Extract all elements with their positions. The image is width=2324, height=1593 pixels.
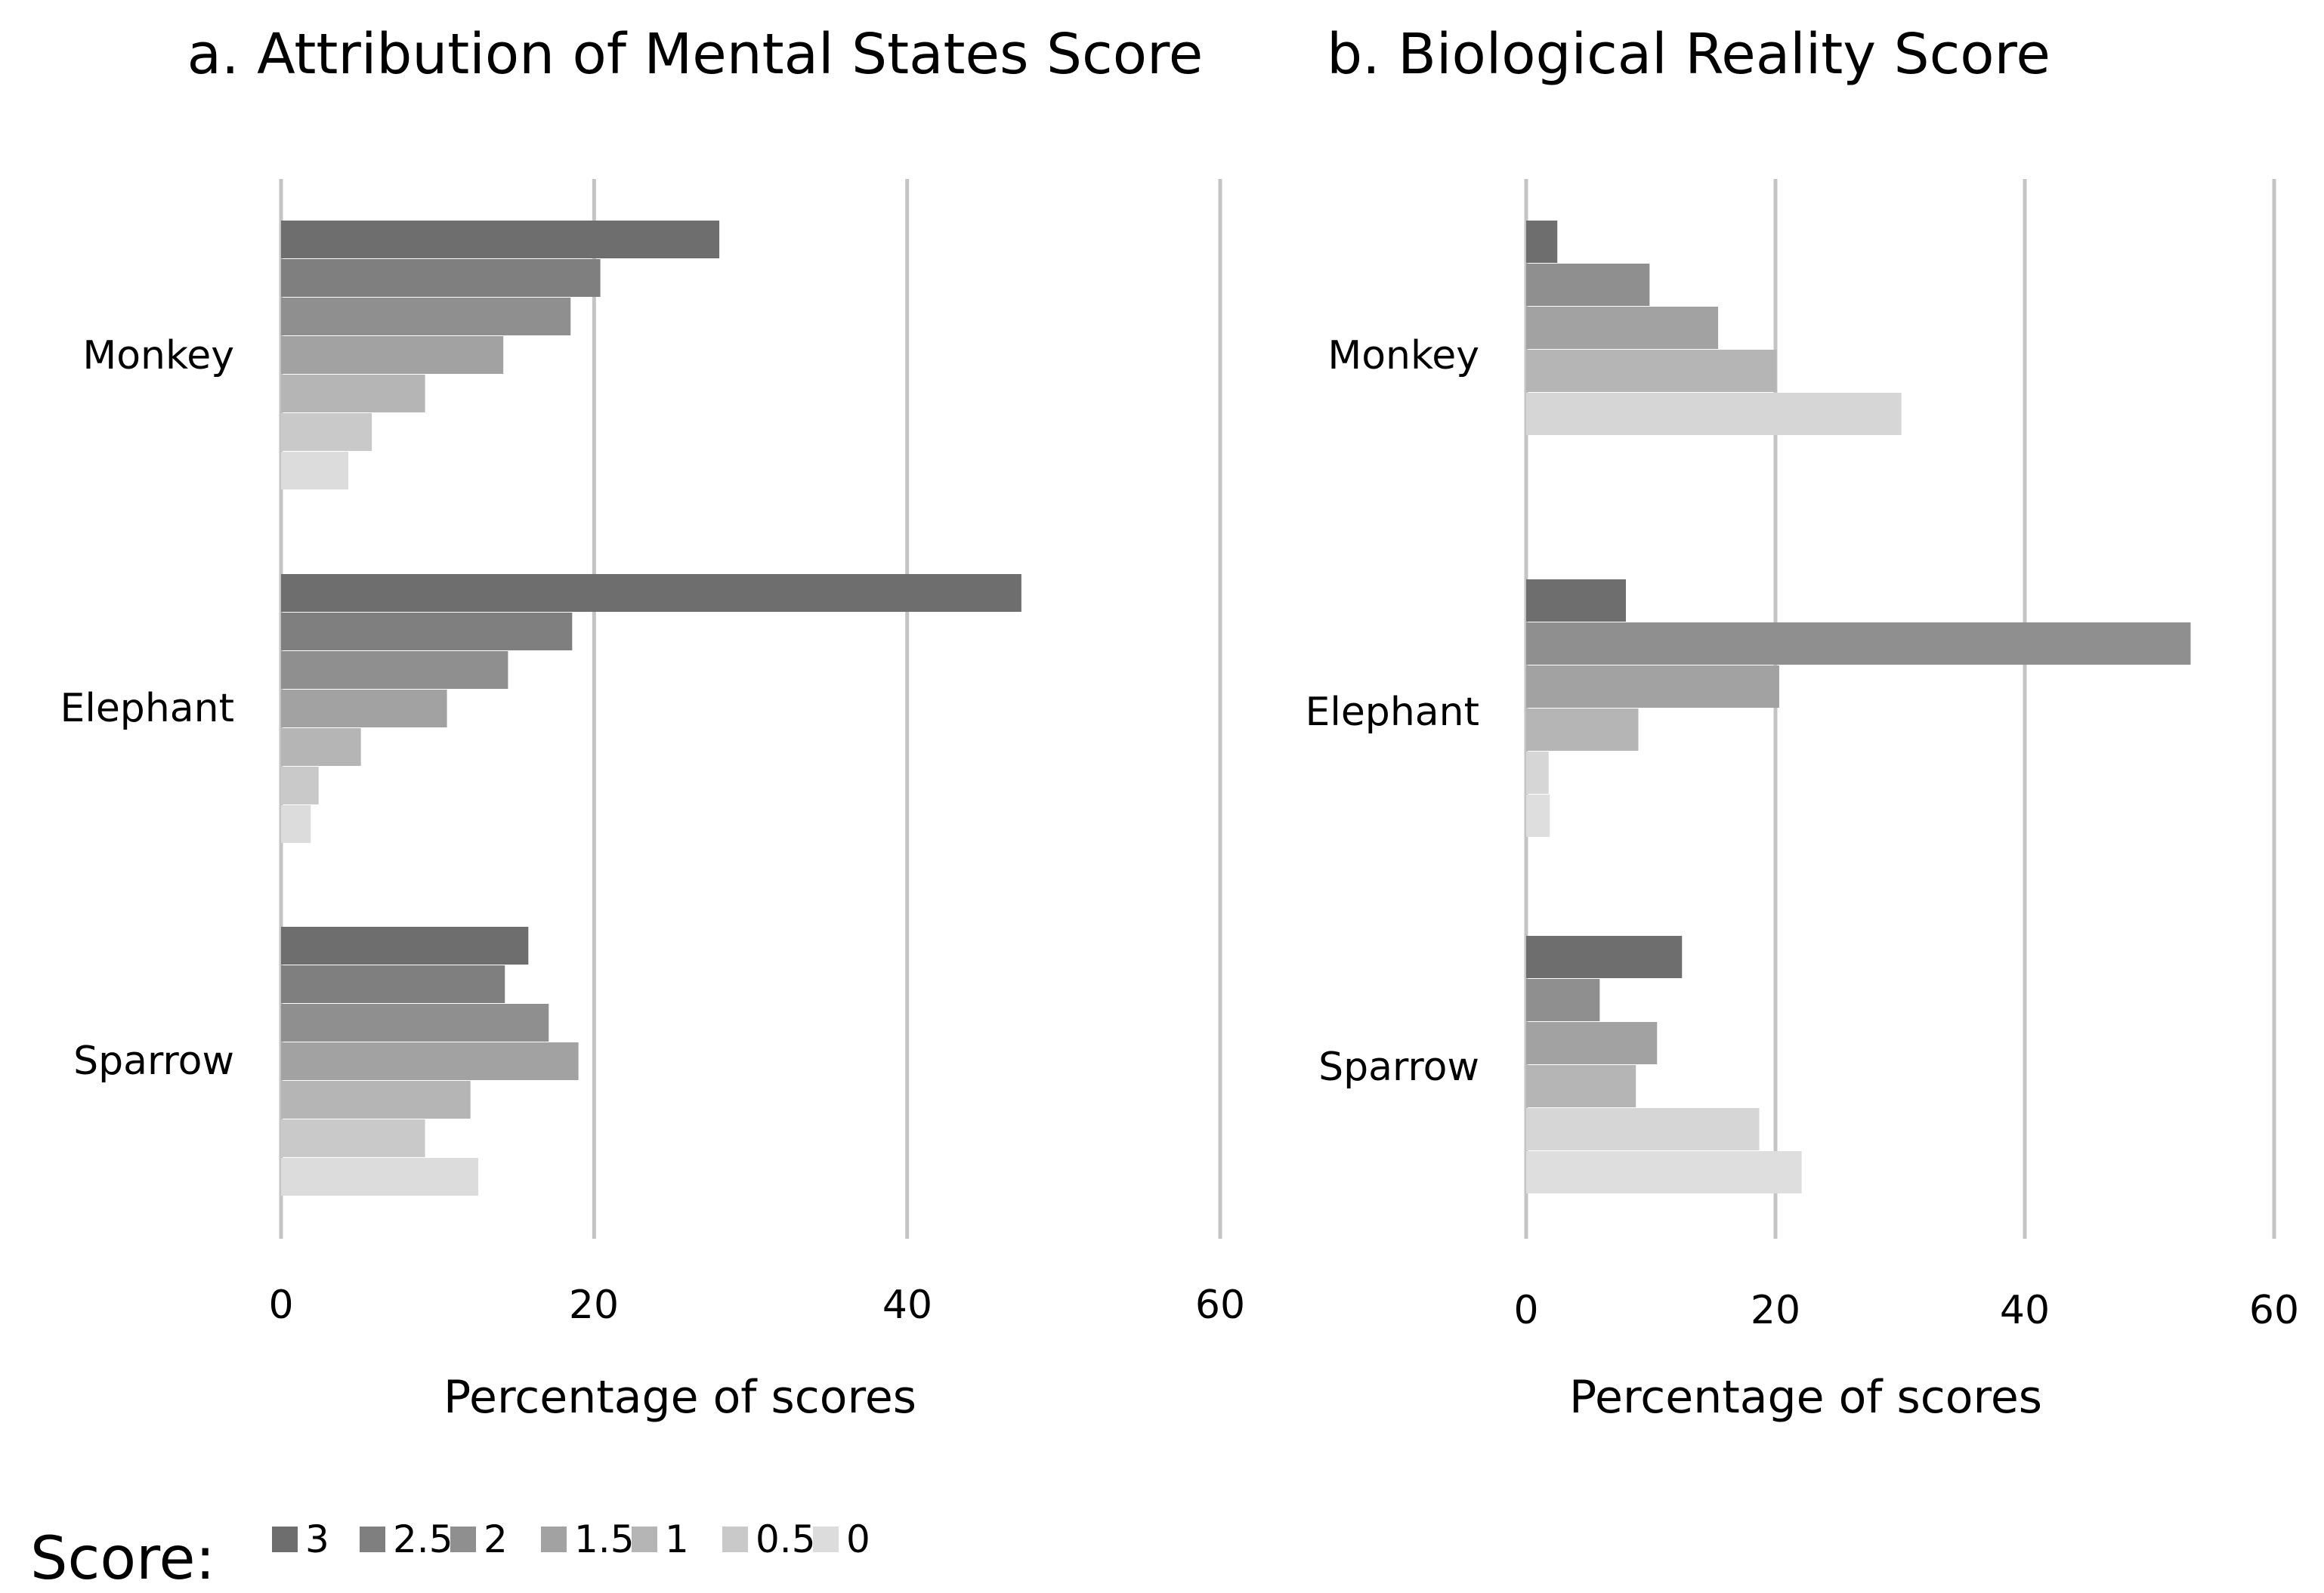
legend-swatch (272, 1527, 298, 1552)
category-labels-b: Monkey Elephant Sparrow (1306, 333, 1479, 1090)
bar-sparrow-score-2 (1526, 1022, 1658, 1064)
category-label-elephant: Elephant (60, 686, 234, 731)
bar-sparrow-score-0-5 (281, 1119, 425, 1157)
legend-label: 0.5 (756, 1517, 816, 1561)
bar-monkey-score-1 (1526, 393, 1902, 435)
bar-monkey-score-2 (1526, 307, 1719, 349)
x-tick-label: 0 (1513, 1288, 1538, 1333)
chart-title-b: b. Biological Reality Score (1327, 22, 2050, 87)
x-tick-label: 60 (1195, 1283, 1245, 1328)
bar-sparrow-score-1 (281, 1081, 471, 1119)
x-tick-labels-a: 0 20 40 60 (268, 1283, 1245, 1328)
bar-elephant-score-3 (281, 574, 1021, 612)
bar-elephant-score-0-5 (281, 767, 319, 804)
bar-monkey-score-3 (281, 221, 720, 258)
bar-elephant-score-0-5 (1526, 795, 1550, 837)
bar-sparrow-score-1-5 (1526, 1065, 1636, 1107)
legend-label: 0 (846, 1517, 870, 1561)
category-label-sparrow: Sparrow (73, 1039, 234, 1084)
legend-title: Score: (30, 1525, 215, 1593)
bar-monkey-score-0 (281, 452, 349, 489)
bar-sparrow-score-3 (1526, 936, 1683, 978)
legend-label: 1.5 (574, 1517, 635, 1561)
legend-label: 2.5 (393, 1517, 453, 1561)
legend-swatch (632, 1527, 657, 1552)
category-labels-a: Monkey Elephant Sparrow (60, 333, 234, 1084)
bar-monkey-score-0-5 (281, 413, 372, 451)
bar-monkey-score-1 (281, 375, 425, 412)
category-label-monkey: Monkey (1327, 333, 1479, 378)
bar-elephant-score-2-5 (1526, 622, 2191, 665)
legend-swatch (722, 1527, 748, 1552)
bar-monkey-score-1-5 (281, 336, 504, 374)
x-tick-label: 20 (569, 1283, 619, 1328)
bar-monkey-score-2 (281, 298, 571, 335)
bar-elephant-score-3 (1526, 579, 1626, 622)
chart-panel-b: b. Biological Reality Score Monkey Eleph… (1306, 22, 2300, 1424)
category-label-elephant: Elephant (1306, 690, 1479, 735)
bar-elephant-score-0 (281, 805, 311, 843)
bar-sparrow-score-2-5 (281, 965, 505, 1003)
bar-elephant-score-2 (1526, 665, 1779, 708)
bar-monkey-score-2-5 (1526, 264, 1650, 306)
bar-monkey-score-2-5 (281, 259, 601, 297)
category-label-sparrow: Sparrow (1318, 1045, 1479, 1090)
legend-swatch (360, 1527, 385, 1552)
x-tick-labels-b: 0 20 40 60 (1513, 1288, 2299, 1333)
x-tick-label: 0 (268, 1283, 293, 1328)
bar-sparrow-score-1 (1526, 1108, 1760, 1150)
bars-b (1526, 221, 2191, 1193)
bar-elephant-score-1-5 (1526, 709, 1639, 751)
legend-swatch (541, 1527, 567, 1552)
x-tick-label: 60 (2249, 1288, 2299, 1333)
bar-monkey-score-3 (1526, 221, 1558, 263)
legend-items: 3 2.5 2 1.5 1 0.5 0 (272, 1517, 870, 1561)
x-tick-label: 20 (1751, 1288, 1800, 1333)
x-tick-label: 40 (2000, 1288, 2050, 1333)
chart-panel-a: a. Attribution of Mental States Score Mo… (60, 22, 1246, 1424)
chart-title-a: a. Attribution of Mental States Score (187, 22, 1204, 87)
bar-elephant-score-1 (281, 728, 361, 766)
bar-elephant-score-2 (281, 651, 508, 689)
x-axis-label-a: Percentage of scores (443, 1371, 916, 1424)
bar-elephant-score-2-5 (281, 613, 573, 650)
bar-sparrow-score-2 (281, 1004, 549, 1042)
bar-elephant-score-1-5 (281, 690, 447, 727)
legend-label: 3 (305, 1517, 329, 1561)
x-tick-label: 40 (882, 1283, 932, 1328)
x-axis-label-b: Percentage of scores (1569, 1371, 2042, 1424)
bar-sparrow-score-0-5 (1526, 1151, 1802, 1193)
bars-a (281, 221, 1021, 1196)
bar-sparrow-score-3 (281, 927, 529, 965)
bar-sparrow-score-0 (281, 1158, 479, 1196)
legend-label: 2 (484, 1517, 508, 1561)
bar-sparrow-score-2-5 (1526, 979, 1600, 1021)
bar-elephant-score-1 (1526, 752, 1549, 794)
category-label-monkey: Monkey (82, 333, 234, 378)
legend-swatch (450, 1527, 476, 1552)
legend: Score: 3 2.5 2 1.5 1 0.5 0 (30, 1517, 870, 1593)
bar-sparrow-score-1-5 (281, 1042, 579, 1080)
bar-monkey-score-1-5 (1526, 350, 1777, 392)
legend-label: 1 (665, 1517, 689, 1561)
legend-swatch (813, 1527, 839, 1552)
